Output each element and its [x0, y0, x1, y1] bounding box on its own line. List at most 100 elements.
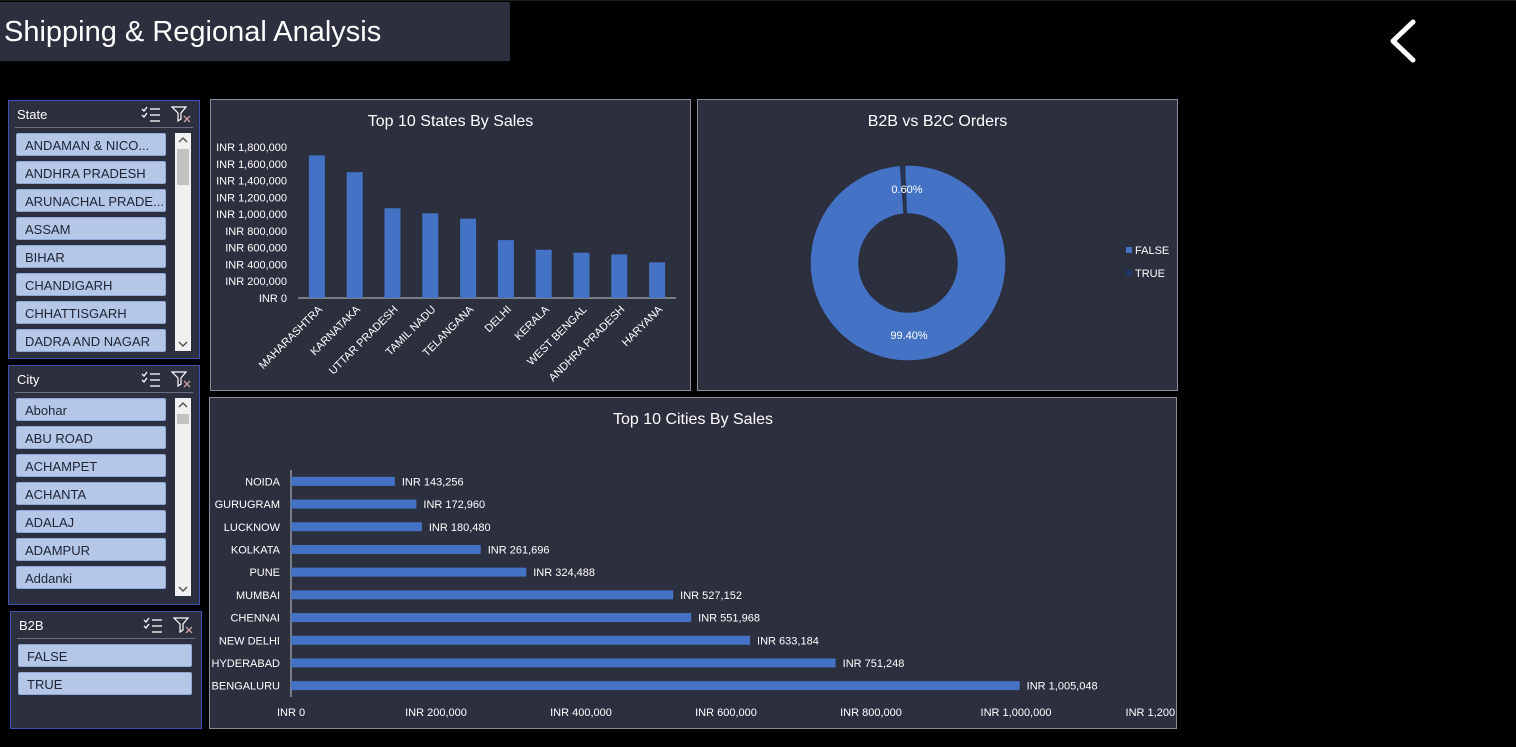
city-bar — [291, 681, 1020, 691]
scroll-up-icon[interactable] — [175, 133, 191, 147]
x-tick-label: INR 1,000,000 — [981, 707, 1052, 719]
city-slicer-scrollbar[interactable] — [175, 398, 191, 596]
city-bar — [291, 544, 481, 554]
data-label: INR 1,005,048 — [1027, 681, 1098, 693]
states-bar-chart: INR 0 INR 200,000 INR 400,000 INR 600,000 IN… — [216, 142, 676, 384]
data-label: 0.60% — [891, 184, 922, 196]
x-tick-label: INR 800,000 — [840, 707, 902, 719]
scroll-up-icon[interactable] — [175, 398, 191, 412]
state-bar — [497, 240, 514, 298]
y-tick-label: HYDERABAD — [212, 658, 281, 670]
y-tick-label: INR 1,200,000 — [216, 192, 287, 204]
legend-swatch — [1126, 247, 1132, 253]
scroll-thumb[interactable] — [177, 414, 189, 424]
data-label: 99.40% — [890, 330, 928, 342]
b2b-chart-panel: B2B vs B2C Orders 0.60% 99.40% FALSE TRUE — [697, 99, 1178, 391]
data-label: INR 324,488 — [533, 567, 595, 579]
slicer-item[interactable]: Abohar — [16, 398, 166, 421]
slicer-item[interactable]: ADALAJ — [16, 510, 166, 533]
scroll-down-icon[interactable] — [175, 582, 191, 596]
y-tick-label: INR 1,400,000 — [216, 176, 287, 188]
city-bar — [291, 499, 417, 509]
y-tick-label: INR 600,000 — [225, 243, 287, 255]
cities-chart-panel: Top 10 Cities By Sales NOIDA INR 143,256 G… — [209, 397, 1177, 729]
slicer-item[interactable]: ACHANTA — [16, 482, 166, 505]
state-bar — [573, 252, 590, 298]
slicer-item[interactable]: ACHAMPET — [16, 454, 166, 477]
clear-filter-icon[interactable] — [171, 370, 191, 388]
multi-select-icon[interactable] — [143, 616, 163, 634]
x-tick-label: UTTAR PRADESH — [327, 304, 401, 378]
clear-filter-icon[interactable] — [171, 105, 191, 123]
donut-slice — [899, 164, 907, 215]
data-label: INR 751,248 — [843, 658, 905, 670]
slicer-title: City — [17, 372, 40, 387]
state-slicer: State ANDAMAN & NICO... ANDHRA PRADESH ARU… — [8, 100, 200, 359]
back-button[interactable] — [1383, 16, 1423, 66]
clear-filter-icon[interactable] — [173, 616, 193, 634]
y-tick-label: INR 800,000 — [225, 226, 287, 238]
b2b-donut-chart: 0.60% 99.40% FALSE TRUE — [809, 164, 1169, 362]
multi-select-icon[interactable] — [141, 105, 161, 123]
x-tick-label: INR 0 — [277, 707, 305, 719]
scroll-thumb[interactable] — [177, 149, 189, 185]
slicer-item[interactable]: ARUNACHAL PRADE... — [16, 189, 166, 212]
slicer-item[interactable]: CHANDIGARH — [16, 273, 166, 296]
city-bar — [291, 658, 836, 668]
x-tick-label: KERALA — [513, 303, 553, 343]
city-bar — [291, 522, 422, 532]
city-bar — [291, 590, 674, 600]
slicer-header: State — [15, 101, 193, 128]
y-tick-label: NOIDA — [245, 476, 281, 488]
state-bar — [649, 262, 666, 298]
slicer-item[interactable]: BIHAR — [16, 245, 166, 268]
y-tick-label: INR 0 — [259, 293, 287, 305]
data-label: INR 261,696 — [488, 544, 550, 556]
city-bar — [291, 476, 395, 486]
y-tick-label: LUCKNOW — [224, 522, 281, 534]
slicer-item[interactable]: ANDAMAN & NICO... — [16, 133, 166, 156]
data-label: INR 633,184 — [757, 635, 819, 647]
slicer-item[interactable]: TRUE — [18, 672, 192, 695]
state-slicer-scrollbar[interactable] — [175, 133, 191, 351]
slicer-item[interactable]: DADRA AND NAGAR — [16, 329, 166, 352]
slicer-item[interactable]: ASSAM — [16, 217, 166, 240]
y-tick-label: INR 200,000 — [225, 276, 287, 288]
state-bar — [308, 155, 325, 298]
scroll-down-icon[interactable] — [175, 337, 191, 351]
slicer-title: B2B — [19, 618, 44, 633]
page-title: Shipping & Regional Analysis — [4, 16, 382, 48]
b2b-slicer-items: FALSE TRUE — [18, 644, 194, 704]
data-label: INR 143,256 — [402, 476, 464, 488]
multi-select-icon[interactable] — [141, 370, 161, 388]
slicer-item[interactable]: CHHATTISGARH — [16, 301, 166, 324]
slicer-item[interactable]: FALSE — [18, 644, 192, 667]
cities-bar-chart: NOIDA INR 143,256 GURUGRAM INR 172,960 LUCKN… — [212, 470, 1176, 719]
slicer-title: State — [17, 107, 48, 122]
state-bar — [535, 249, 552, 298]
slicer-item[interactable]: ANDHRA PRADESH — [16, 161, 166, 184]
city-slicer-items: Abohar ABU ROAD ACHAMPET ACHANTA ADALAJ ADAMP… — [16, 398, 168, 594]
chevron-left-icon — [1390, 19, 1416, 63]
y-tick-label: INR 1,000,000 — [216, 209, 287, 221]
city-slicer: City Abohar ABU ROAD ACHAMPET ACHANTA ADALAJ… — [8, 365, 200, 605]
slicer-item[interactable]: ABU ROAD — [16, 426, 166, 449]
y-tick-label: MUMBAI — [236, 590, 280, 602]
chart-title: Top 10 Cities By Sales — [612, 411, 774, 428]
slicer-item[interactable]: Addanki — [16, 566, 166, 589]
city-bar — [291, 613, 692, 623]
y-tick-label: PUNE — [249, 567, 280, 579]
chart-title: B2B vs B2C Orders — [867, 113, 1008, 130]
state-bar — [346, 172, 363, 298]
y-tick-label: INR 400,000 — [225, 259, 287, 271]
states-chart-panel: Top 10 States By Sales INR 0 INR 200,000 I… — [210, 99, 691, 391]
b2b-slicer: B2B FALSE TRUE — [10, 611, 202, 729]
donut-slice — [809, 164, 1007, 362]
x-tick-label: INR 600,000 — [695, 707, 757, 719]
slicer-item[interactable]: ADAMPUR — [16, 538, 166, 561]
state-bar — [422, 213, 439, 298]
x-tick-label: MAHARASHTRA — [257, 303, 326, 372]
state-bar — [460, 218, 477, 298]
y-tick-label: GURUGRAM — [215, 499, 280, 511]
y-tick-label: INR 1,800,000 — [216, 142, 287, 154]
